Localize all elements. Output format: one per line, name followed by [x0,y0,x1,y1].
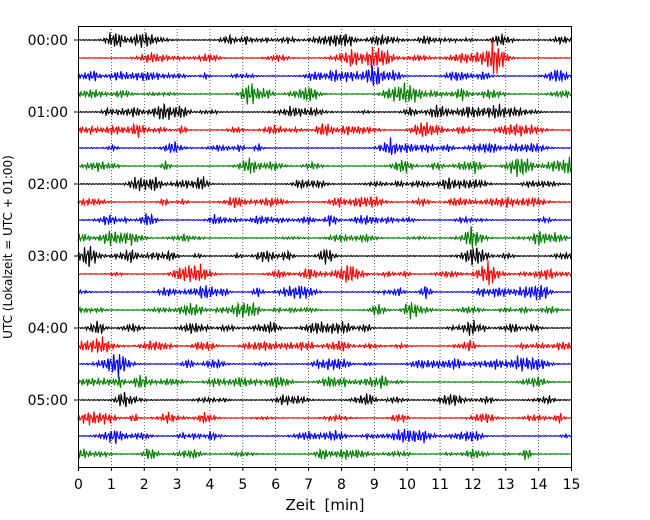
seismogram-trace [77,156,572,177]
y-tick-label: 03:00 [28,249,68,265]
seismogram-trace [77,196,572,209]
x-tick-label: 12 [464,477,482,493]
seismogram-trace [77,319,571,336]
seismogram-trace [77,65,572,87]
seismogram-trace [77,284,572,301]
x-tick-label: 14 [530,477,548,493]
seismogram-trace [77,137,572,155]
x-tick-label: 3 [173,477,182,493]
seismogram-trace [77,428,572,445]
x-tick-label: 1 [107,477,116,493]
seismogram-trace [77,336,572,354]
x-tick-label: 5 [238,477,247,493]
seismogram-trace [77,82,572,105]
seismogram-trace [77,374,571,389]
x-axis: 0 1 2 3 4 5 6 7 8 9 10 11 12 13 14 15 [74,467,580,493]
x-tick-label: 11 [431,477,449,493]
y-axis-label: UTC (Lokalzeit = UTC + 01:00) [1,155,15,339]
seismogram-trace [77,176,572,192]
y-tick-label: 02:00 [28,177,68,193]
seismogram-trace [77,301,571,319]
x-tick-label: 13 [497,477,515,493]
seismogram-trace [77,212,572,227]
seismogram-trace [77,260,572,286]
y-tick-label: 04:00 [28,321,68,337]
y-tick-label: 01:00 [28,105,68,121]
seismogram-trace [77,246,572,267]
y-tick-label: 05:00 [28,393,68,409]
seismogram-trace [77,411,572,426]
y-tick-label: 00:00 [28,33,68,49]
y-axis: 00:00 01:00 02:00 03:00 04:00 05:00 [28,33,78,409]
plot-frame [78,26,572,468]
seismogram-trace [77,391,572,408]
seismogram-trace [77,40,572,75]
grid-lines [111,26,539,467]
seismogram-trace [77,354,572,379]
x-tick-label: 7 [304,477,313,493]
x-tick-label: 0 [74,477,83,493]
x-axis-label: Zeit [min] [285,496,364,514]
x-tick-label: 15 [563,477,581,493]
x-tick-label: 2 [140,477,149,493]
seismogram-trace [77,121,572,138]
trace-group [77,32,572,461]
x-tick-label: 8 [337,477,346,493]
seismogram-trace [77,447,572,461]
x-tick-label: 4 [206,477,215,493]
seismogram-trace [77,32,572,48]
x-tick-label: 10 [398,477,416,493]
seismogram-trace [77,102,572,121]
x-tick-label: 9 [370,477,379,493]
seismogram-trace [77,226,572,249]
x-tick-label: 6 [271,477,280,493]
